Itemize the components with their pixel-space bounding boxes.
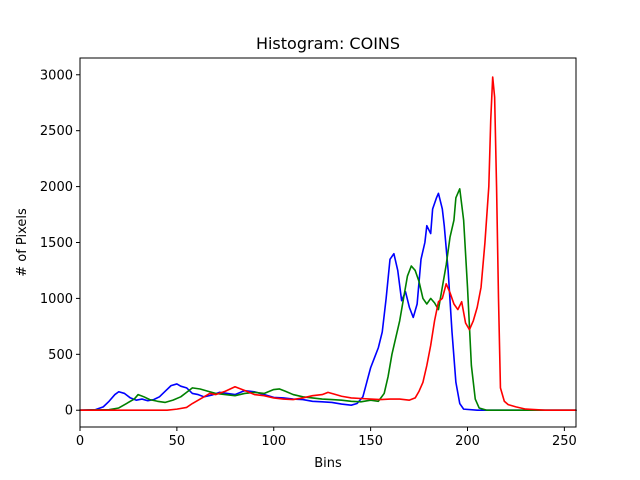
y-tick-label: 1000 [40, 292, 73, 307]
x-tick-label: 250 [552, 434, 577, 449]
series-line-2 [79, 188, 577, 412]
y-tick-label: 1500 [40, 236, 73, 251]
x-tick-label: 0 [76, 434, 84, 449]
series-layer [79, 76, 577, 412]
y-tick-label: 500 [48, 348, 73, 363]
y-tick-label: 2500 [40, 124, 73, 139]
plot-area [80, 58, 576, 427]
series-line-3 [79, 76, 577, 412]
x-axis-label: Bins [314, 456, 342, 471]
y-tick-label: 3000 [40, 68, 73, 83]
chart-title: Histogram: COINS [256, 34, 400, 53]
x-tick-label: 100 [261, 434, 286, 449]
x-tick-label: 50 [169, 434, 186, 449]
y-tick-label: 2000 [40, 180, 73, 195]
x-tick-label: 150 [358, 434, 383, 449]
series-line-1 [79, 192, 577, 412]
y-tick-label: 0 [65, 404, 73, 419]
y-axis-label: # of Pixels [15, 208, 30, 277]
x-tick-label: 200 [455, 434, 480, 449]
y-axis-ticks: 0 500 1000 1500 2000 2500 3000 [40, 68, 80, 419]
x-axis-ticks: 0 50 100 150 200 250 [76, 427, 577, 449]
